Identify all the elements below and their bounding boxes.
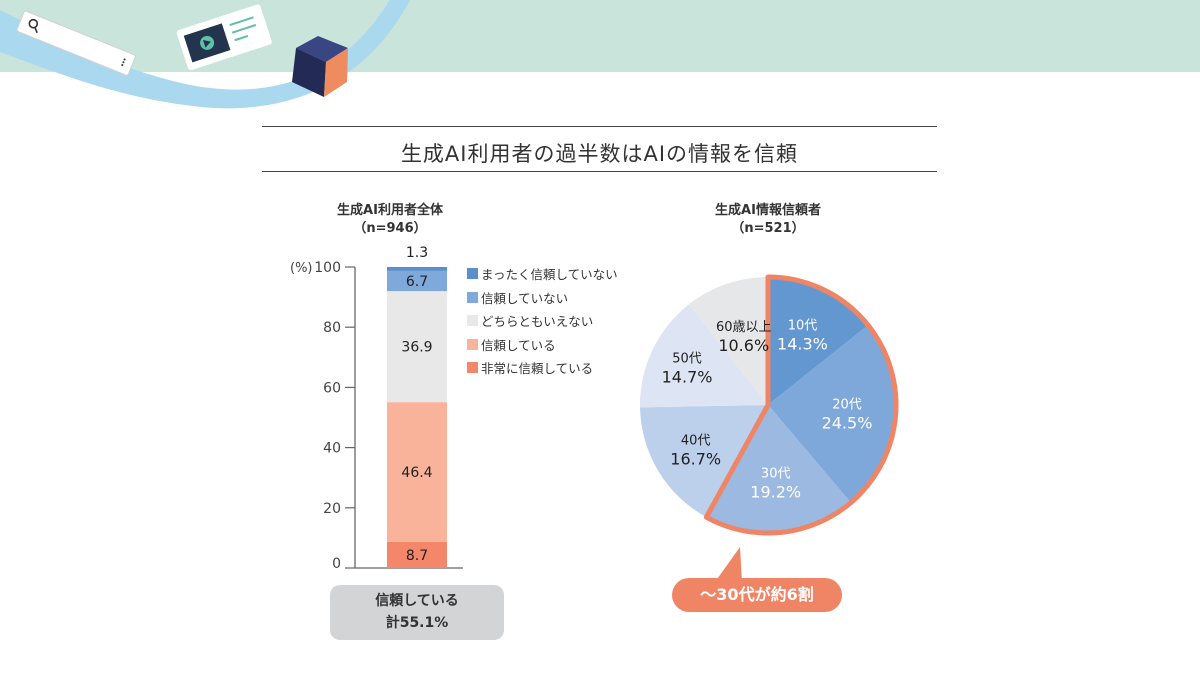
trust-total-line1: 信頼している [375, 593, 459, 609]
page-title: 生成AI利用者の過半数はAIの情報を信頼 [400, 142, 799, 166]
video-card-icon [176, 4, 272, 71]
pie-chart-sample: （n=521） [731, 221, 805, 236]
pie-slice [688, 277, 768, 405]
pie-slice-label: 40代 [681, 434, 711, 449]
pie-slice [706, 405, 851, 533]
bar-segment [387, 267, 447, 271]
y-tick-label: 20 [323, 501, 341, 517]
bar-data-label: 46.4 [401, 465, 432, 481]
pie-slice-label: 10代 [788, 319, 818, 334]
y-tick-label: 60 [323, 380, 341, 396]
decorative-illustration [0, 0, 410, 109]
y-tick-label: 0 [332, 556, 341, 572]
cube-icon [292, 36, 348, 97]
bar-segment [387, 402, 447, 542]
legend-label: まったく信頼していない [481, 267, 618, 283]
legend-label: どちらともいえない [481, 314, 594, 330]
legend-item: まったく信頼していない [467, 262, 618, 286]
legend-label: 非常に信頼している [481, 361, 594, 377]
callout-pointer [715, 547, 742, 582]
legend-item: 信頼している [467, 333, 618, 357]
pie-slice [640, 304, 768, 408]
legend-label: 信頼していない [481, 290, 569, 306]
pie-chart-title: 生成AI情報信頼者 （n=521） [668, 202, 868, 238]
pie-slice-value: 14.7% [662, 368, 713, 387]
pie-slice-label: 20代 [832, 398, 862, 413]
bar-chart-sample: （n=946） [353, 221, 427, 236]
pie-slice-value: 14.3% [777, 335, 828, 354]
bar-chart-title-text: 生成AI利用者全体 [337, 203, 443, 218]
title-rule-bottom [262, 171, 937, 172]
y-tick-label: 40 [323, 441, 341, 457]
pie-slice [768, 277, 869, 405]
pie-slice [768, 325, 896, 503]
pie-slice-label: 50代 [672, 352, 702, 367]
y-tick-label: 80 [323, 320, 341, 336]
y-axis-unit: (%) [290, 261, 313, 276]
bar-segment [387, 270, 447, 292]
pie-slice [640, 405, 768, 518]
bar-data-label: 36.9 [401, 340, 432, 356]
trust-total-badge: 信頼している 計55.1% [330, 585, 504, 640]
legend-item: どちらともいえない [467, 309, 618, 333]
bar-segment [387, 541, 447, 568]
legend-item: 非常に信頼している [467, 356, 618, 380]
bar-data-label: 1.3 [406, 245, 428, 261]
legend-swatch [467, 291, 478, 303]
bar-chart-title: 生成AI利用者全体 （n=946） [300, 202, 480, 238]
stacked-bar-chart: 0 20 40 60 80 100(%) 8.7 46.4 36.9 6.7 1.3 [290, 245, 463, 572]
legend-label: 信頼している [481, 337, 556, 353]
title-rule-top [262, 126, 937, 127]
legend-swatch [467, 315, 478, 327]
bar-segment [387, 291, 447, 403]
pie-slice-value: 10.6% [718, 336, 769, 355]
pie-slice-label: 30代 [761, 466, 791, 481]
trust-total-line2: 計55.1% [385, 615, 449, 631]
callout-badge: 〜30代が約6割 [672, 578, 842, 612]
legend-swatch [467, 338, 478, 350]
legend-item: 信頼していない [467, 286, 618, 310]
bar-data-label: 8.7 [406, 548, 428, 564]
legend-swatch [467, 268, 478, 280]
pie-chart-title-text: 生成AI情報信頼者 [715, 203, 821, 218]
bar-legend: まったく信頼していない 信頼していないどちらともいえない 信頼している非常に信頼して… [467, 262, 618, 380]
pie-slice-value: 16.7% [670, 450, 721, 469]
pie-slice-label: 60歳以上 [716, 320, 772, 335]
bar-data-label: 6.7 [406, 274, 428, 290]
pie-highlight-outline [703, 274, 899, 536]
pie-slice-value: 24.5% [822, 414, 873, 433]
search-bar-icon [16, 10, 136, 76]
legend-swatch [467, 362, 478, 374]
y-tick-label: 100 [314, 260, 341, 276]
pie-slice-value: 19.2% [750, 482, 801, 501]
